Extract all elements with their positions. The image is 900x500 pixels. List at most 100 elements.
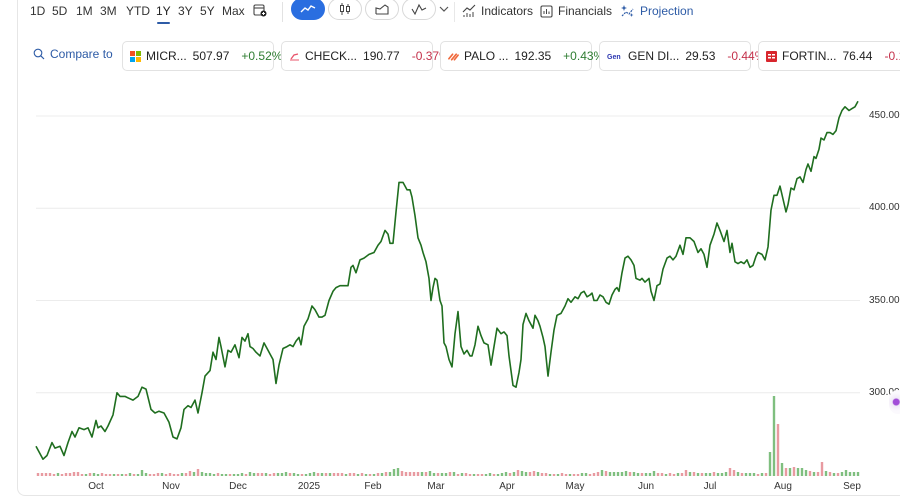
chip-change: +0.52% — [241, 49, 283, 63]
volume-bar — [164, 474, 168, 476]
volume-bar — [84, 474, 88, 476]
volume-bar — [628, 472, 632, 476]
x-axis-tick: May — [565, 481, 585, 492]
price-chart-canvas[interactable] — [0, 80, 900, 500]
volume-bar — [488, 473, 492, 476]
volume-bar — [304, 474, 308, 476]
volume-bar — [472, 474, 476, 476]
volume-bar — [604, 471, 608, 476]
copilot-bubble-icon[interactable] — [889, 390, 900, 414]
volume-bar — [264, 473, 268, 476]
compare-chip-microsoft[interactable]: MICR... 507.97 +0.52% — [122, 41, 282, 71]
range-3m[interactable]: 3M — [100, 4, 117, 18]
volume-bar — [72, 472, 76, 476]
chip-symbol: MICR... — [146, 49, 187, 63]
compare-chip-paloalto[interactable]: PALO ... 192.35 +0.43% — [440, 41, 604, 71]
toolbar-divider — [282, 2, 283, 22]
volume-bar — [296, 474, 300, 476]
chart-type-area-button[interactable] — [365, 0, 399, 20]
price-chart[interactable]: 450.00 400.00 350.00 300.00 Oct Nov Dec 2025 Fe… — [0, 80, 900, 500]
volume-bar — [324, 473, 328, 476]
microsoft-logo-icon — [130, 50, 141, 62]
volume-bar — [364, 474, 368, 476]
volume-bar — [856, 472, 860, 476]
volume-bar — [308, 473, 312, 476]
volume-bar — [432, 473, 436, 476]
volume-bar — [312, 472, 316, 476]
volume-bar — [768, 452, 772, 476]
volume-bar — [76, 472, 80, 476]
chart-type-line-button[interactable] — [291, 0, 325, 20]
volume-bar — [196, 469, 200, 476]
volume-bar — [664, 474, 668, 476]
range-ytd[interactable]: YTD — [126, 4, 150, 18]
volume-bar — [436, 473, 440, 476]
range-max[interactable]: Max — [222, 4, 245, 18]
compare-chip-gen[interactable]: Gen GEN DI... 29.53 -0.44% — [599, 41, 765, 71]
chart-type-technical-button[interactable] — [402, 0, 436, 20]
volume-bar — [112, 474, 116, 476]
volume-bar — [832, 473, 836, 476]
chip-price: 192.35 — [514, 49, 552, 63]
volume-bar — [156, 473, 160, 476]
indicators-button[interactable]: Indicators — [462, 3, 533, 19]
range-5y[interactable]: 5Y — [200, 4, 215, 18]
volume-bar — [328, 473, 332, 476]
x-axis-tick: 2025 — [297, 481, 321, 492]
volume-bar — [332, 473, 336, 476]
projection-button[interactable]: Projection — [620, 3, 693, 19]
volume-bar — [528, 472, 532, 476]
compare-chip-fortinet[interactable]: FORTIN... 76.44 -0.18% — [758, 41, 900, 71]
fortinet-logo-icon — [766, 50, 777, 62]
volume-bar — [188, 471, 192, 476]
chip-symbol: FORTIN... — [782, 49, 837, 63]
chip-symbol: PALO ... — [464, 49, 509, 63]
price-line — [35, 100, 859, 461]
range-1d[interactable]: 1D — [30, 4, 46, 18]
volume-bar — [60, 474, 64, 476]
volume-bar — [616, 472, 620, 476]
chip-change: -0.18% — [884, 49, 900, 63]
chart-type-candlestick-button[interactable] — [328, 0, 362, 20]
compare-chip-checkpoint[interactable]: CHECK... 190.77 -0.37% — [281, 41, 450, 71]
chip-price: 76.44 — [842, 49, 873, 63]
volume-bar — [40, 473, 44, 476]
checkpoint-logo-icon — [289, 51, 300, 62]
financials-button[interactable]: Financials — [540, 3, 612, 19]
x-axis-tick: Sep — [843, 481, 861, 492]
volume-bar — [608, 472, 612, 476]
volume-bar — [300, 474, 304, 476]
volume-bar — [840, 472, 844, 476]
volume-bar — [456, 474, 460, 476]
range-1y[interactable]: 1Y — [156, 3, 171, 24]
volume-bar — [784, 468, 788, 476]
range-5d[interactable]: 5D — [52, 4, 68, 18]
volume-bar — [684, 470, 688, 476]
volume-bar — [460, 473, 464, 476]
volume-bar — [104, 474, 108, 476]
volume-bar — [108, 474, 112, 476]
volume-bar — [576, 474, 580, 476]
chip-symbol: GEN DI... — [628, 49, 680, 63]
volume-bar — [184, 473, 188, 476]
volume-bar — [124, 474, 128, 476]
volume-bar — [148, 474, 152, 476]
x-axis-tick: Feb — [364, 481, 382, 492]
volume-bar — [524, 472, 528, 476]
custom-date-range-icon[interactable] — [253, 3, 267, 17]
volume-bar — [468, 474, 472, 476]
volume-bar — [492, 474, 496, 476]
search-icon — [33, 48, 45, 60]
range-3y[interactable]: 3Y — [178, 4, 193, 18]
volume-bar — [216, 473, 220, 476]
volume-bar — [180, 473, 184, 476]
chevron-down-icon[interactable] — [438, 3, 450, 15]
volume-bar — [120, 474, 124, 476]
compare-to-button[interactable]: Compare to — [33, 47, 113, 61]
volume-bar — [640, 473, 644, 476]
range-1m[interactable]: 1M — [76, 4, 93, 18]
volume-bar — [404, 472, 408, 476]
volume-bar — [728, 468, 732, 476]
volume-bar — [572, 474, 576, 476]
volume-bar — [228, 474, 232, 476]
